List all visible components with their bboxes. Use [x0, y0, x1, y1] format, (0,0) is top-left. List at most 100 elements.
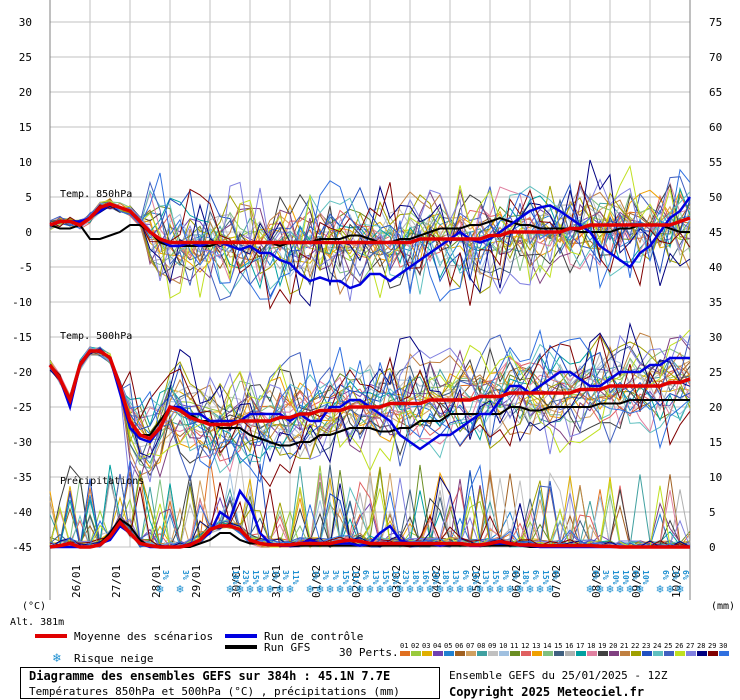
snow-risk-value: 3% [601, 570, 610, 580]
right-tick-label: 35 [709, 296, 722, 309]
ensemble-chart: 302520151050-5-10-15-20-25-30-35-40-4575… [10, 0, 735, 666]
right-tick-label: 15 [709, 436, 722, 449]
pert-swatch [576, 651, 586, 656]
snowflake-icon: ❄ [176, 582, 183, 596]
x-tick-label: 28/01 [150, 565, 163, 598]
pert-swatch [466, 651, 476, 656]
right-tick-label: 5 [709, 506, 716, 519]
snow-risk-value: 6% [361, 570, 370, 580]
diagram-title: Diagramme des ensembles GEFS sur 384h : … [29, 669, 391, 683]
snowflake-icon: ❄ [656, 582, 663, 596]
series-t850-0 [49, 202, 691, 245]
run-info: Ensemble GEFS du 25/01/2025 - 12Z [449, 669, 668, 682]
pert-swatch [455, 651, 465, 656]
pert-swatch [697, 651, 707, 656]
pert-id-label: 16 [565, 642, 573, 650]
x-tick-label: 09/02 [630, 565, 643, 598]
legend-gfs-swatch [225, 645, 257, 649]
right-tick-label: 50 [709, 191, 722, 204]
left-tick-label: -45 [12, 541, 32, 554]
legend-snow-label: Risque neige [74, 652, 153, 665]
snowflake-icon: ❄ [466, 582, 473, 596]
snowflake-icon: ❄ [336, 582, 343, 596]
snowflake-icon: ❄ [616, 582, 623, 596]
perturbations-label: 30 Perts. [339, 646, 399, 659]
left-tick-label: -20 [12, 366, 32, 379]
right-tick-label: 10 [709, 471, 722, 484]
left-tick-label: -35 [12, 471, 32, 484]
snowflake-icon: ❄ [486, 582, 493, 596]
snow-risk-value: 10% [641, 570, 650, 585]
snow-risk-value: 16% [421, 570, 430, 585]
snowflake-icon: ❄ [256, 582, 263, 596]
pert-swatch [653, 651, 663, 656]
snow-risk-value: 6% [511, 570, 520, 580]
snowflake-icon: ❄ [456, 582, 463, 596]
snow-risk-value: 15% [491, 570, 500, 585]
snowflake-icon: ❄ [286, 582, 293, 596]
series-t500-0 [48, 349, 691, 441]
pert-swatch [664, 651, 674, 656]
series-t500-2 [49, 350, 690, 447]
snow-risk-value: 18% [521, 570, 530, 585]
pert-id-label: 14 [543, 642, 551, 650]
pert-id-label: 22 [631, 642, 639, 650]
x-tick-label: 01/02 [310, 565, 323, 598]
x-tick-label: 05/02 [470, 565, 483, 598]
pert-t850-line [49, 176, 691, 301]
snowflake-icon: ❄ [676, 582, 683, 596]
pert-swatch [620, 651, 630, 656]
snow-risk-value: 18% [411, 570, 420, 585]
pert-id-label: 27 [686, 642, 694, 650]
pert-id-label: 28 [697, 642, 705, 650]
snow-risk-value: 15% [341, 570, 350, 585]
snow-risk-value: 13% [371, 570, 380, 585]
x-tick-label: 03/02 [390, 565, 403, 598]
snow-risk-value: 6% [631, 570, 640, 580]
left-tick-label: -15 [12, 331, 32, 344]
pert-swatch [609, 651, 619, 656]
pert-t850-line [49, 180, 691, 311]
pert-id-label: 10 [499, 642, 507, 650]
pert-t500-line [49, 328, 691, 483]
pert-swatch [554, 651, 564, 656]
snow-risk-value: 20% [431, 570, 440, 585]
pert-t850-line [49, 181, 691, 284]
left-tick-label: -40 [12, 506, 32, 519]
snowflake-icon: ❄ [606, 582, 613, 596]
precip-panel-label: Précipitations [60, 475, 144, 487]
snowflake-icon: ❄ [156, 582, 163, 596]
perturbation-legend: 01 02 03 04 05 06 07 08 09 10 11 12 13 14 15 16 17 18 19 20… [400, 642, 729, 656]
snowflake-icon: ❄ [226, 582, 233, 596]
right-unit-label: (mm) [711, 601, 735, 612]
snow-risk-value: 6% [681, 570, 690, 580]
snow-risk-row: 3%❄3%❄18%❄23%❄15%❄3%❄3%❄3%❄11%❄3%❄3%❄3%❄… [156, 570, 690, 596]
snow-risk-value: 6% [661, 570, 670, 580]
pert-swatch [708, 651, 718, 656]
pert-id-label: 04 [433, 642, 441, 650]
pert-t500-line [49, 321, 691, 464]
series-t850-2 [49, 216, 690, 248]
pert-id-label: 06 [455, 642, 463, 650]
x-tick-label: 06/02 [510, 565, 523, 598]
pert-t500-line [49, 332, 691, 476]
pert-t850-line [49, 183, 691, 289]
snowflake-icon: ❄ [596, 582, 603, 596]
caption-box: Diagramme des ensembles GEFS sur 384h : … [20, 667, 440, 699]
left-unit-label: (°C) [22, 601, 46, 612]
pert-t850-line [49, 200, 691, 278]
snow-risk-value: 3% [671, 570, 680, 580]
snow-risk-value: 13% [391, 570, 400, 585]
pert-t500-line [49, 329, 691, 472]
pert-id-label: 20 [609, 642, 617, 650]
snowflake-icon: ❄ [396, 582, 403, 596]
snowflake-icon: ❄ [276, 582, 283, 596]
pert-id-label: 23 [642, 642, 650, 650]
right-tick-label: 55 [709, 156, 722, 169]
pert-id-label: 13 [532, 642, 540, 650]
pert-swatch [642, 651, 652, 656]
left-tick-label: 25 [19, 51, 32, 64]
left-tick-label: -10 [12, 296, 32, 309]
left-tick-label: 30 [19, 16, 32, 29]
